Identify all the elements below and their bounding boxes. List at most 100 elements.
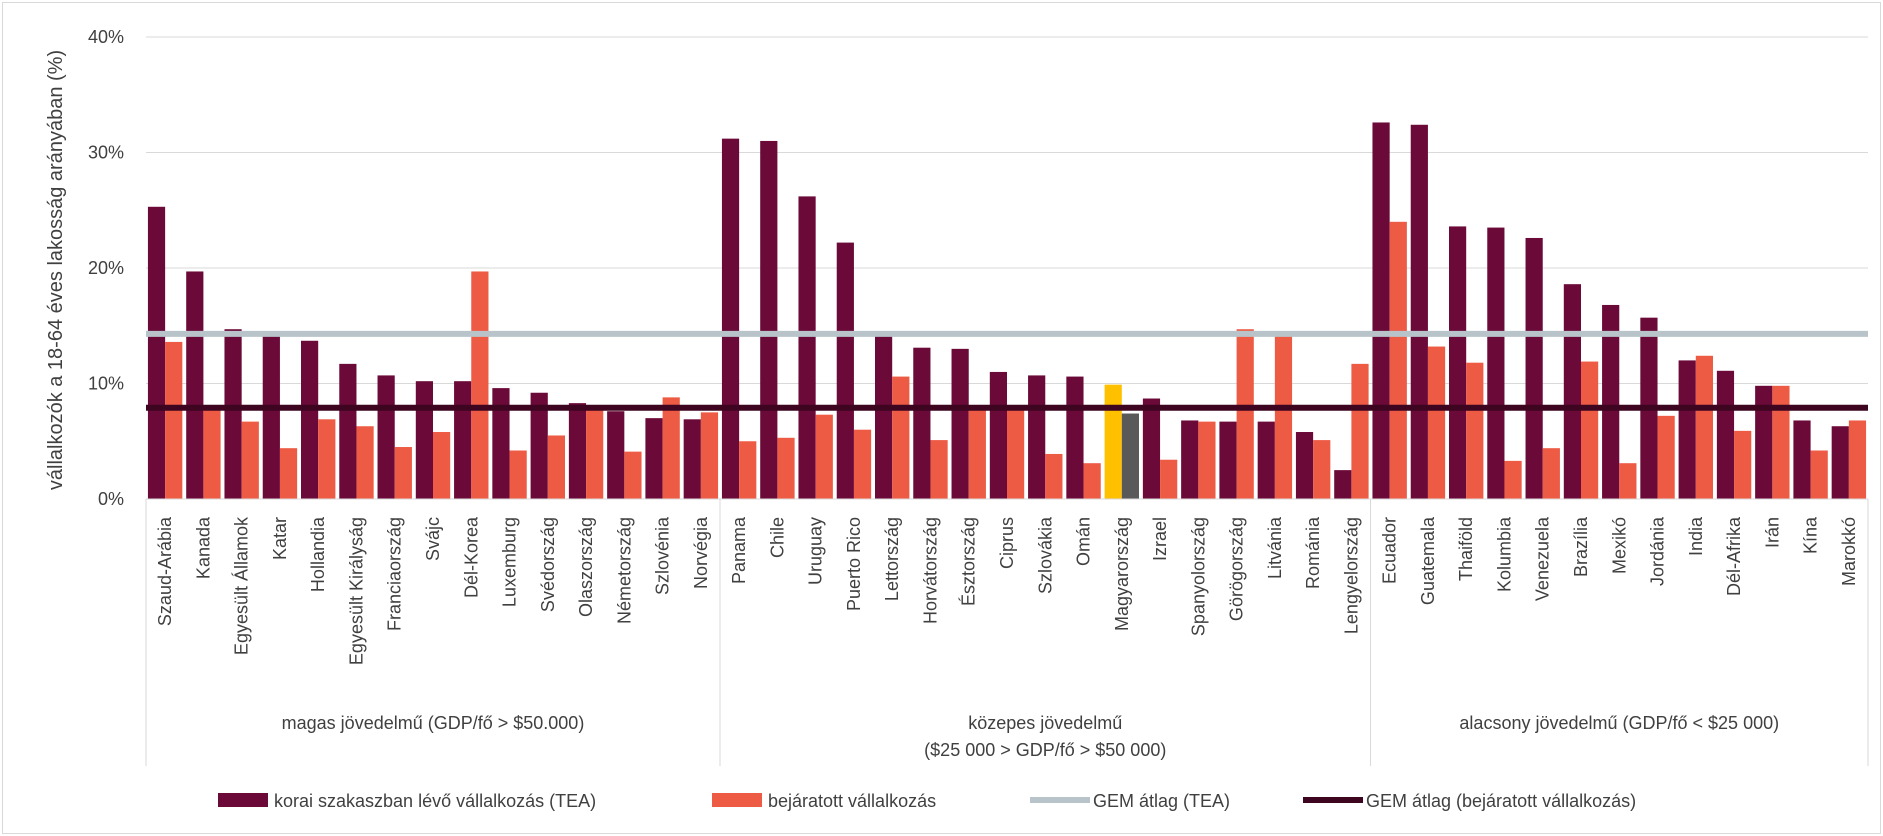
y-axis-ticks: 0% 10% 20% 30% 40% [88, 27, 124, 509]
category-label: Uruguay [806, 517, 826, 585]
legend-label: bejáratott vállalkozás [768, 791, 936, 811]
bar-established [318, 419, 336, 499]
category-label: Svájc [423, 517, 443, 561]
category-label: Olaszország [576, 517, 596, 617]
bar-tea [186, 271, 204, 499]
legend: korai szakaszban lévő vállalkozás (TEA) b… [218, 791, 1636, 811]
bar-established [1772, 385, 1790, 499]
bar-tea [683, 419, 701, 499]
bar-established [1848, 420, 1867, 499]
category-label: Lettország [882, 517, 902, 601]
group-labels: magas jövedelmű (GDP/fő > $50.000) közepe… [145, 499, 1869, 766]
bar-tea [530, 392, 548, 499]
bar-established [203, 407, 221, 499]
bar-established [739, 441, 757, 499]
bar-established [509, 450, 527, 499]
bar-established [1657, 415, 1675, 499]
bar-established [1007, 407, 1025, 499]
bar-established [662, 397, 680, 499]
legend-swatch [712, 793, 762, 807]
bar-tea [1334, 470, 1352, 499]
bar-tea [645, 418, 663, 499]
bar-tea [1755, 385, 1773, 499]
bar-established [624, 451, 642, 499]
category-label: Dél-Afrika [1724, 516, 1744, 596]
bar-established [1121, 413, 1139, 499]
category-label: Puerto Rico [844, 517, 864, 611]
bar-established [815, 414, 833, 499]
category-label: Lengyelország [1341, 517, 1361, 634]
category-label: Franciaország [385, 517, 405, 631]
category-label: Görögország [1227, 517, 1247, 621]
bar-tea [1563, 284, 1581, 499]
category-label: Németország [614, 517, 634, 624]
category-label: Marokkó [1839, 517, 1859, 586]
bar-established [1810, 450, 1828, 499]
bar-established [1160, 459, 1178, 499]
bar-established [968, 408, 986, 499]
category-label: Románia [1303, 516, 1323, 589]
category-label: Omán [1074, 517, 1094, 566]
bar-tea [951, 348, 969, 499]
category-label: Hollandia [308, 516, 328, 592]
bar-established [1274, 333, 1293, 499]
category-label: Kolumbia [1494, 516, 1514, 592]
category-label: India [1686, 516, 1706, 556]
category-labels: Szaud-Arábia Kanada Egyesült Államok Katar H… [155, 516, 1859, 665]
bar-tea [1793, 420, 1811, 499]
category-label: Izrael [1150, 517, 1170, 561]
bar-established [241, 421, 259, 499]
bar-established [777, 437, 795, 499]
bar-tea [1410, 124, 1428, 499]
bar-established [853, 429, 872, 499]
bar-tea [875, 336, 893, 499]
category-label: Chile [767, 517, 787, 558]
bar-established [700, 412, 719, 499]
bar-tea [1831, 426, 1849, 499]
bar-tea [1257, 421, 1275, 499]
bar-established [930, 440, 948, 499]
category-label: Ecuador [1380, 517, 1400, 584]
bar-established [1351, 363, 1369, 499]
bar-established [892, 376, 910, 499]
bar-tea [1028, 375, 1046, 499]
category-label: Magyarország [1112, 517, 1132, 631]
bar-tea [415, 381, 433, 499]
legend-label: korai szakaszban lévő vállalkozás (TEA) [274, 791, 596, 811]
category-label: Guatemala [1418, 516, 1438, 605]
legend-swatch [218, 793, 268, 807]
category-label: Kína [1801, 516, 1821, 554]
category-label: Kanada [193, 516, 213, 579]
category-label: Venezuela [1533, 516, 1553, 601]
bar-established [1542, 448, 1560, 499]
bar-established [1045, 453, 1063, 499]
bar-tea [1372, 122, 1390, 499]
bar-tea [1487, 227, 1505, 499]
legend-label: GEM átlag (TEA) [1093, 791, 1230, 811]
bars [146, 122, 1868, 500]
category-label: Spanyolország [1188, 517, 1208, 636]
bar-tea [1142, 398, 1161, 499]
category-label: Dél-Korea [461, 516, 481, 598]
bar-tea [1219, 421, 1237, 499]
category-label: Szlovénia [653, 516, 673, 595]
category-label: Litvánia [1265, 516, 1285, 579]
bar-tea [913, 347, 931, 499]
bar-established [1466, 362, 1484, 499]
bar-established [547, 435, 565, 499]
bar-tea [1181, 420, 1199, 499]
y-tick-label: 10% [88, 374, 124, 394]
category-label: Horvátország [920, 517, 940, 624]
bar-tea [568, 403, 587, 499]
bar-tea [1602, 304, 1620, 499]
bar-established [1313, 440, 1331, 499]
bar-tea [760, 140, 778, 499]
bar-tea [721, 138, 740, 499]
bar-tea [836, 242, 854, 499]
category-label: Ciprus [997, 517, 1017, 569]
group-label-line2: ($25 000 > GDP/fő > $50 000) [924, 740, 1166, 760]
bar-established [1083, 463, 1101, 499]
bar-tea [989, 371, 1007, 499]
bar-established [394, 447, 412, 499]
bar-established [1619, 463, 1637, 499]
